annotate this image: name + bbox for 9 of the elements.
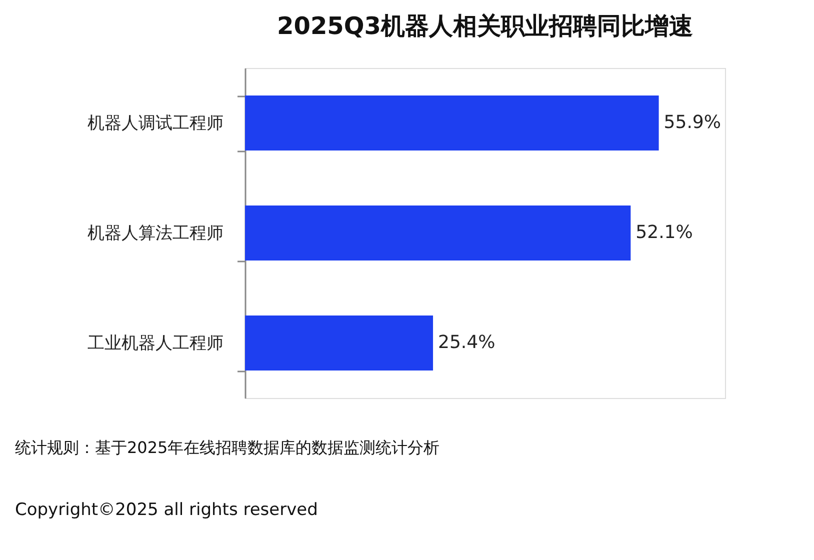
y-tick-label: 机器人调试工程师 <box>88 114 224 134</box>
y-tick-label: 机器人算法工程师 <box>88 224 224 244</box>
chart-title: 2025Q3机器人相关职业招聘同比增速 <box>277 12 693 40</box>
data-label: 25.4% <box>438 332 496 353</box>
data-label: 52.1% <box>636 222 693 243</box>
text: Copyright©2025 all rights reserved <box>15 500 318 520</box>
text: 统计规则：基于2025年在线招聘数据库的数据监测统计分析 <box>15 438 440 457</box>
data-label: 55.9% <box>664 112 721 133</box>
y-tick-label: 工业机器人工程师 <box>88 334 224 354</box>
